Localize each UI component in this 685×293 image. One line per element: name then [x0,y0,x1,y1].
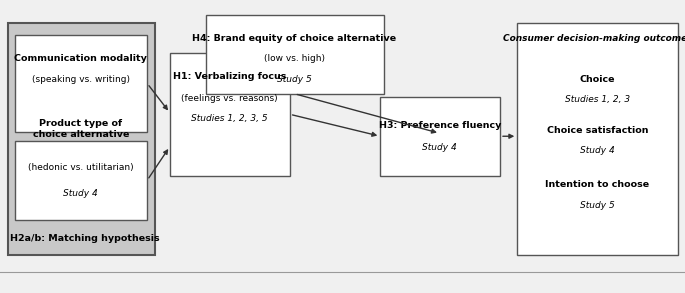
Text: Study 4: Study 4 [423,144,457,152]
Bar [517,23,678,255]
Text: Study 4: Study 4 [64,189,98,198]
Text: (feelings vs. reasons): (feelings vs. reasons) [181,94,278,103]
Text: Choice: Choice [580,75,615,84]
Bar [206,15,384,94]
Text: Study 5: Study 5 [580,201,614,209]
Text: H1: Verbalizing focus: H1: Verbalizing focus [173,72,286,81]
Text: Study 4: Study 4 [580,146,614,155]
Bar [380,97,500,176]
Text: (low vs. high): (low vs. high) [264,54,325,63]
Text: Studies 1, 2, 3, 5: Studies 1, 2, 3, 5 [191,114,268,123]
Text: Choice satisfaction: Choice satisfaction [547,126,648,135]
Bar [15,141,147,220]
Text: Studies 1, 2, 3: Studies 1, 2, 3 [564,95,630,104]
Text: Product type of
choice alternative: Product type of choice alternative [33,119,129,139]
Bar [15,35,147,132]
Text: H2a/b: Matching hypothesis: H2a/b: Matching hypothesis [10,234,160,243]
Text: Consumer decision-making outcomes: Consumer decision-making outcomes [503,34,685,42]
Bar [170,53,290,176]
Bar [8,23,155,255]
Text: (speaking vs. writing): (speaking vs. writing) [32,75,130,84]
Text: Intention to choose: Intention to choose [545,180,649,189]
Text: H3: Preference fluency: H3: Preference fluency [379,122,501,130]
Text: H4: Brand equity of choice alternative: H4: Brand equity of choice alternative [192,34,397,42]
Text: (hedonic vs. utilitarian): (hedonic vs. utilitarian) [28,163,134,171]
Text: Communication modality: Communication modality [14,54,147,63]
Text: Study 5: Study 5 [277,75,312,84]
